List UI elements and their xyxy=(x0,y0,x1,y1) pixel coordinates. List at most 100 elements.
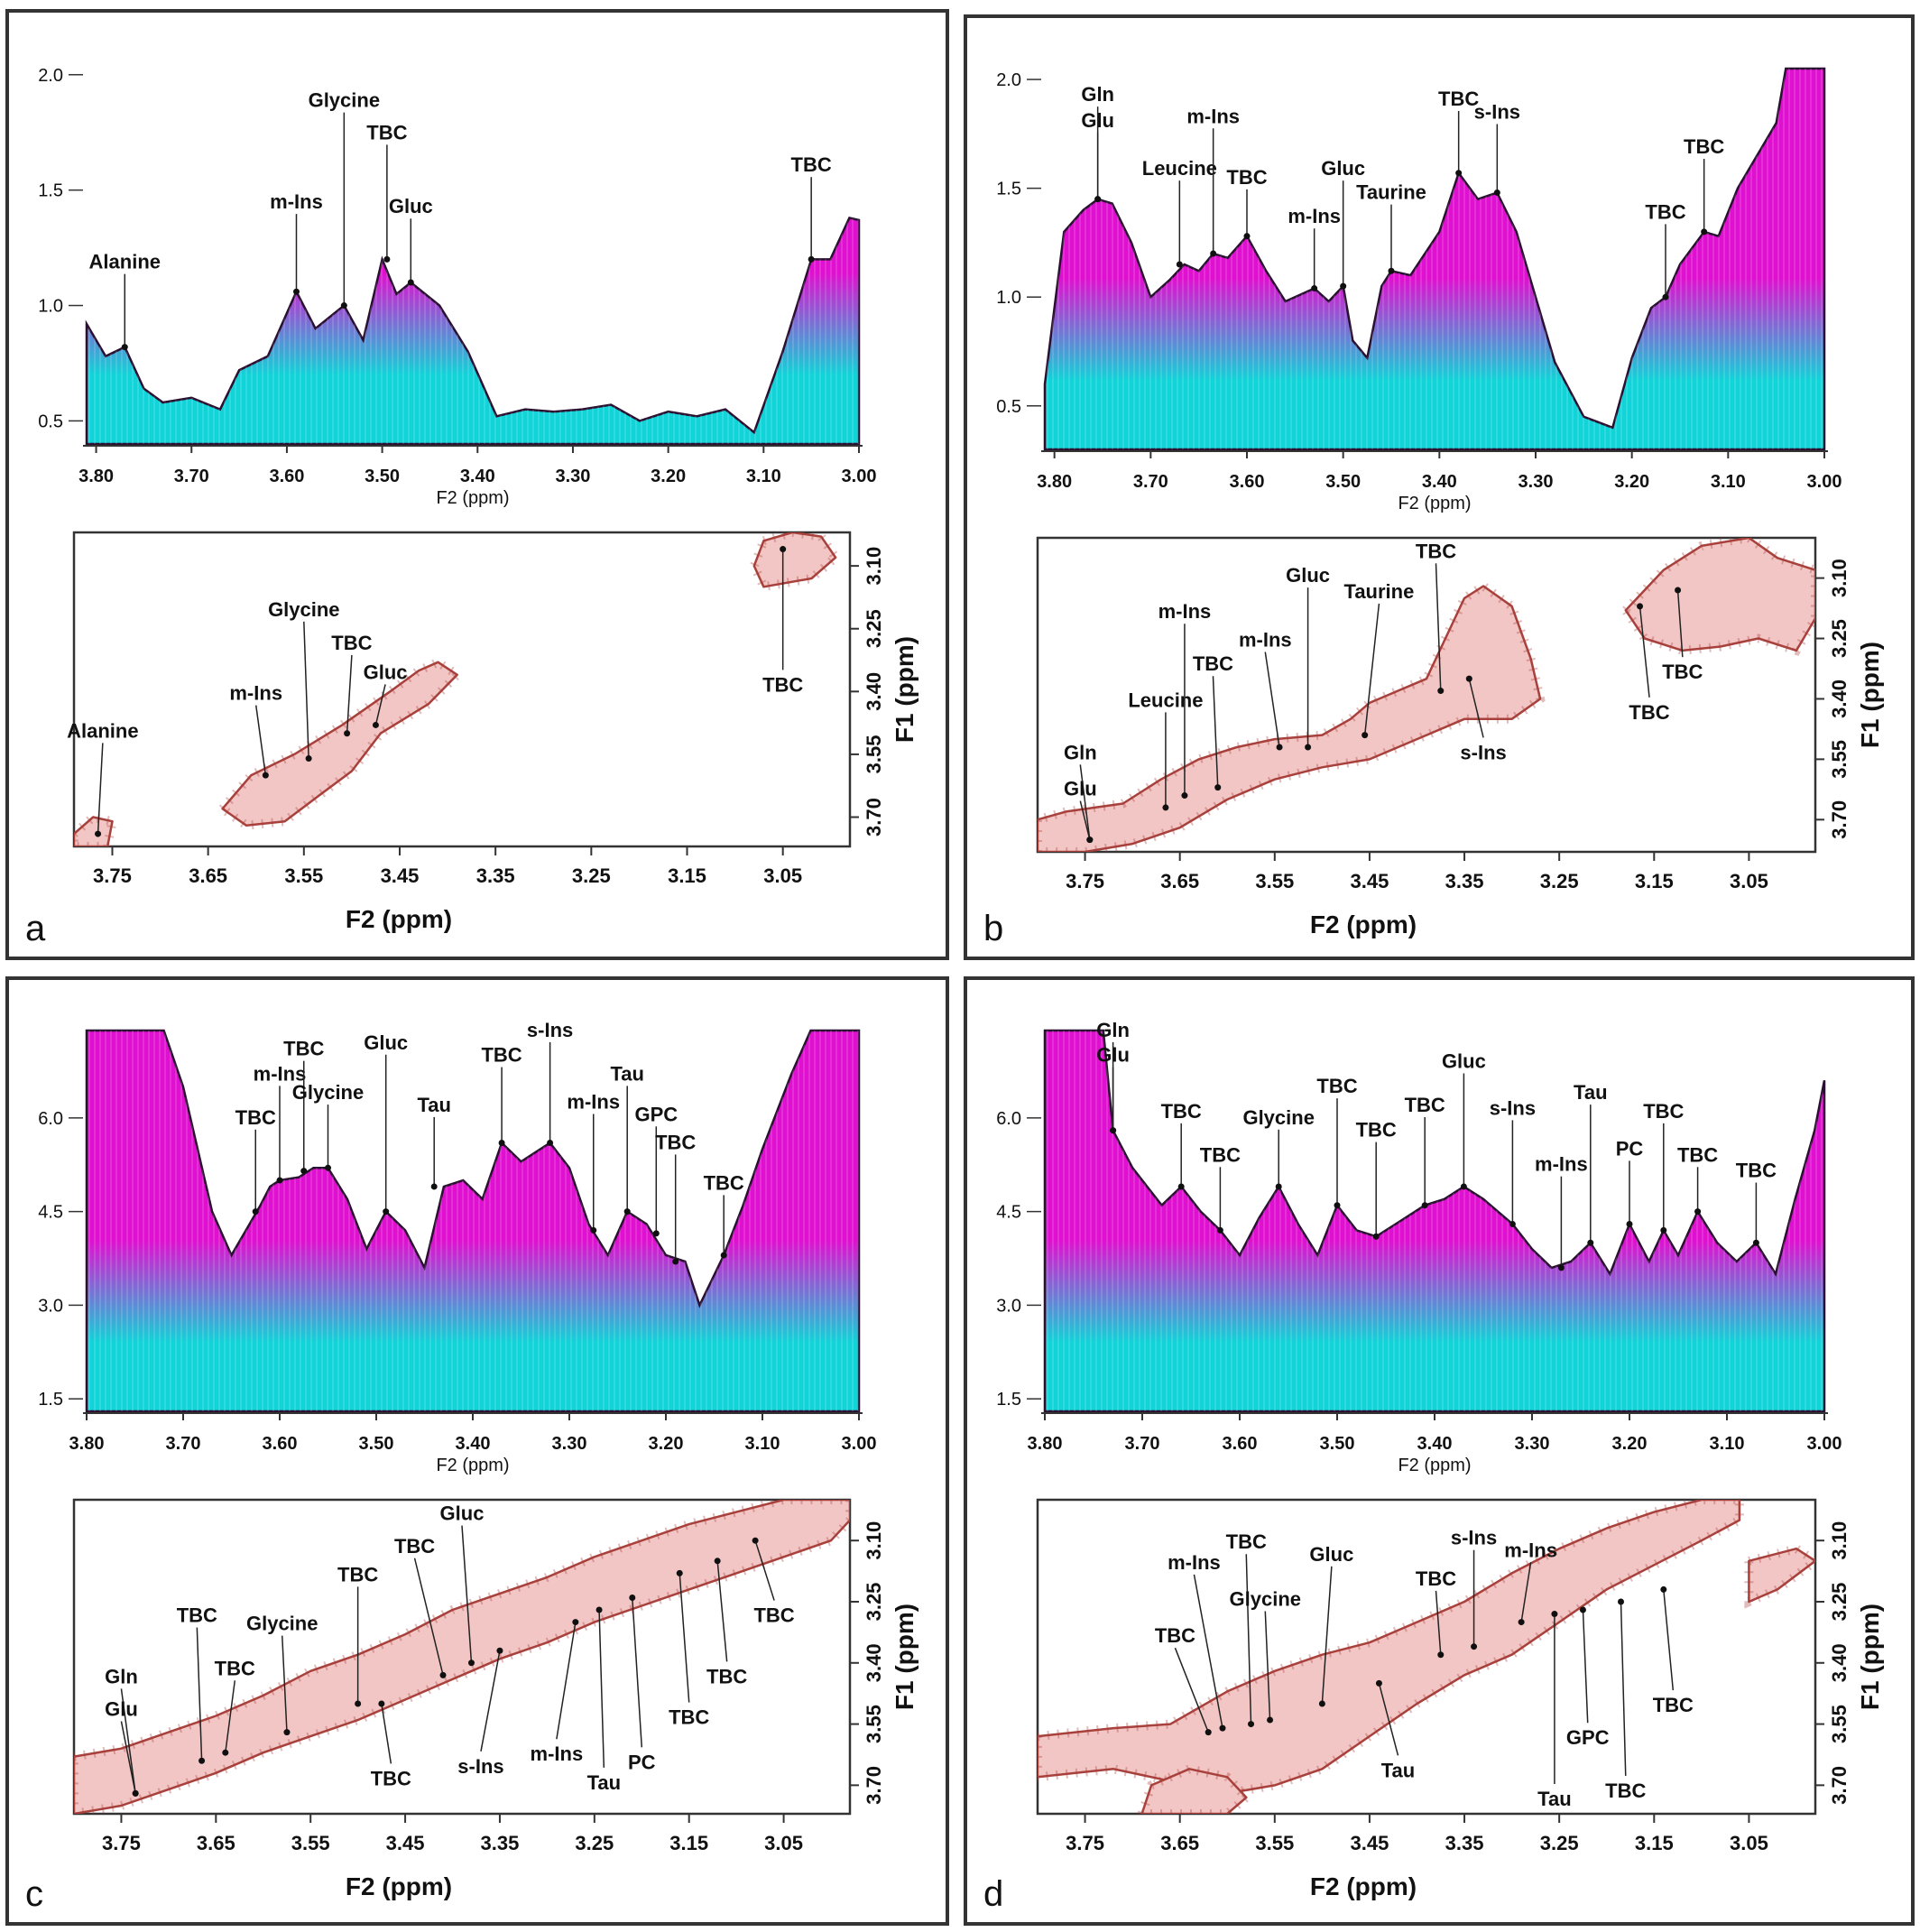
peak-label: s-Ins xyxy=(1474,100,1520,123)
peak-label: Tau xyxy=(610,1062,643,1085)
peak-marker xyxy=(1362,732,1369,739)
peak-label: s-Ins xyxy=(457,1755,503,1778)
x-tick-label: 3.70 xyxy=(174,467,209,486)
y-tick-label: 3.55 xyxy=(1828,740,1851,779)
peak-leader xyxy=(1582,1609,1589,1724)
x-tick-label: 3.80 xyxy=(69,1434,105,1454)
peak-marker xyxy=(1694,1208,1702,1216)
y-tick-label: 3.25 xyxy=(863,1583,885,1622)
peak-label: Tau xyxy=(417,1094,450,1116)
bottom-axes: 3.75 3.65 3.55 3.45 3.35 3.25 3.15 3.05 F2 (ppm)… xyxy=(93,547,918,933)
peak-label: TBC xyxy=(215,1657,255,1679)
x-tick-label: 3.00 xyxy=(842,1434,877,1454)
x-tick-label: 3.80 xyxy=(1028,1434,1063,1454)
peak-label: TBC xyxy=(1645,200,1685,223)
plot-area-2d xyxy=(72,531,852,848)
x-tick-label: 3.25 xyxy=(575,1832,614,1854)
peak-marker xyxy=(1340,282,1347,290)
peak-leader xyxy=(97,743,104,835)
peak-marker xyxy=(1509,1220,1516,1227)
contour-rings xyxy=(1137,1764,1253,1814)
peak-marker xyxy=(808,255,815,263)
x-tick-label: 3.45 xyxy=(381,864,420,887)
peak-marker xyxy=(378,1700,385,1707)
peak-label: TBC xyxy=(331,632,372,654)
peak-labels-2d: Alanine m-Ins Glycine TBC Gluc TBC xyxy=(67,546,803,837)
peak-marker xyxy=(1375,1679,1382,1687)
peak-marker xyxy=(1437,688,1445,695)
spectrum-1d xyxy=(1043,67,1826,451)
peak-label: m-Ins xyxy=(254,1062,307,1085)
contour-blob xyxy=(1624,538,1815,652)
x-tick-label: 3.65 xyxy=(189,864,227,887)
peak-marker xyxy=(1177,1183,1185,1190)
x-tick-label: 3.05 xyxy=(763,864,802,887)
x-axis-label: F2 (ppm) xyxy=(346,1872,452,1900)
peak-labels-1d: Alanine m-Ins Glycine TBC Gluc TBC xyxy=(89,89,832,351)
peak-marker xyxy=(1176,261,1183,268)
x-tick-label: 3.75 xyxy=(102,1832,141,1854)
panel-letter: d xyxy=(983,1874,1003,1914)
x-tick-label: 3.00 xyxy=(1807,1434,1842,1454)
y-tick-label: 3.10 xyxy=(863,547,885,586)
bottom-axes: 3.75 3.65 3.55 3.45 3.35 3.25 3.15 3.05 F2 (ppm)… xyxy=(1066,1521,1884,1900)
panel-letter: a xyxy=(25,909,46,948)
y-tick-label: 3.10 xyxy=(1828,1521,1851,1560)
contour-blob xyxy=(74,816,114,846)
peak-marker xyxy=(132,1789,139,1797)
peak-leader xyxy=(225,1680,236,1753)
peak-label: m-Ins xyxy=(1186,105,1240,127)
x-axis-label: F2 (ppm) xyxy=(1398,494,1471,513)
peak-marker xyxy=(623,1208,631,1216)
panel-frame xyxy=(964,14,1915,960)
peak-marker xyxy=(1587,1239,1594,1246)
peak-label: TBC xyxy=(1416,1567,1456,1590)
peak-marker xyxy=(276,1177,283,1184)
peak-label: m-Ins xyxy=(531,1742,584,1765)
peak-label: Gln xyxy=(105,1665,138,1687)
peak-label: Gln xyxy=(1064,741,1097,763)
peak-leader xyxy=(1676,589,1684,658)
peak-marker xyxy=(1094,196,1102,203)
panel-b: 3.80 3.70 3.60 3.50 3.40 3.30 3.20 3.10 3.00 F2 (… xyxy=(964,14,1915,960)
peak-label: Glu xyxy=(1064,778,1097,800)
peak-marker xyxy=(372,721,379,728)
spectrum-1d xyxy=(85,216,861,446)
x-tick-label: 3.40 xyxy=(460,467,495,486)
peak-marker xyxy=(1276,744,1283,751)
x-tick-label: 3.35 xyxy=(476,864,515,887)
peak-marker xyxy=(1701,228,1708,236)
x-tick-label: 3.60 xyxy=(1230,472,1265,492)
y-tick-label: 1.5 xyxy=(38,1390,63,1410)
panel-frame xyxy=(5,976,949,1926)
y-tick-label: 3.25 xyxy=(863,609,885,648)
peak-label: Gluc xyxy=(1309,1543,1353,1566)
x-tick-label: 3.75 xyxy=(1066,1832,1104,1854)
x-tick-label: 3.15 xyxy=(1635,870,1674,892)
y-tick-label: 6.0 xyxy=(38,1109,63,1129)
peak-label: TBC xyxy=(235,1106,276,1129)
peak-label: TBC xyxy=(481,1044,522,1067)
peak-leader xyxy=(678,1573,690,1703)
peak-label: Tau xyxy=(1574,1081,1607,1104)
contour-rings xyxy=(216,657,465,830)
y-tick-label: 3.40 xyxy=(863,672,885,711)
peak-marker xyxy=(1437,1651,1445,1659)
peak-marker xyxy=(1637,603,1644,610)
x-tick-label: 3.80 xyxy=(78,467,114,486)
x-tick-label: 3.40 xyxy=(1422,472,1457,492)
x-tick-label: 3.65 xyxy=(197,1832,235,1854)
peak-label: TBC xyxy=(1193,652,1233,675)
x-tick-label: 3.45 xyxy=(386,1832,425,1854)
peak-marker xyxy=(121,344,128,351)
peak-marker xyxy=(1752,1239,1759,1246)
y-tick-label: 2.0 xyxy=(996,70,1021,90)
spectrum-2d: GlnGluLeucinem-InsTBCm-InsGlucTaurineTBC… xyxy=(1036,536,1817,854)
peak-label: TBC xyxy=(1662,661,1703,683)
peak-leader xyxy=(1378,1683,1399,1756)
peak-label: m-Ins xyxy=(270,190,323,213)
peak-marker xyxy=(1557,1264,1565,1271)
peak-label: Glu xyxy=(105,1698,138,1721)
x-tick-label: 3.15 xyxy=(668,864,706,887)
x-tick-label: 3.35 xyxy=(1445,870,1484,892)
